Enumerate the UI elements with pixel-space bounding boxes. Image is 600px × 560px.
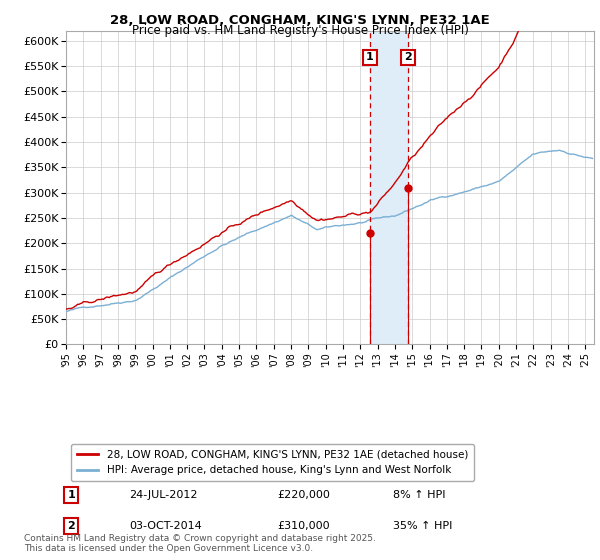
Text: 03-OCT-2014: 03-OCT-2014 (130, 521, 202, 531)
Text: 1: 1 (67, 490, 75, 500)
Text: £310,000: £310,000 (277, 521, 330, 531)
Text: 2: 2 (67, 521, 75, 531)
Text: 2: 2 (404, 53, 412, 63)
Text: 8% ↑ HPI: 8% ↑ HPI (394, 490, 446, 500)
Text: 28, LOW ROAD, CONGHAM, KING'S LYNN, PE32 1AE: 28, LOW ROAD, CONGHAM, KING'S LYNN, PE32… (110, 14, 490, 27)
Text: 35% ↑ HPI: 35% ↑ HPI (394, 521, 453, 531)
Text: Price paid vs. HM Land Registry's House Price Index (HPI): Price paid vs. HM Land Registry's House … (131, 24, 469, 37)
Legend: 28, LOW ROAD, CONGHAM, KING'S LYNN, PE32 1AE (detached house), HPI: Average pric: 28, LOW ROAD, CONGHAM, KING'S LYNN, PE32… (71, 444, 474, 482)
Text: 1: 1 (366, 53, 374, 63)
Text: 24-JUL-2012: 24-JUL-2012 (130, 490, 198, 500)
Text: Contains HM Land Registry data © Crown copyright and database right 2025.
This d: Contains HM Land Registry data © Crown c… (24, 534, 376, 553)
Bar (370, 31, 408, 344)
Text: £220,000: £220,000 (277, 490, 330, 500)
